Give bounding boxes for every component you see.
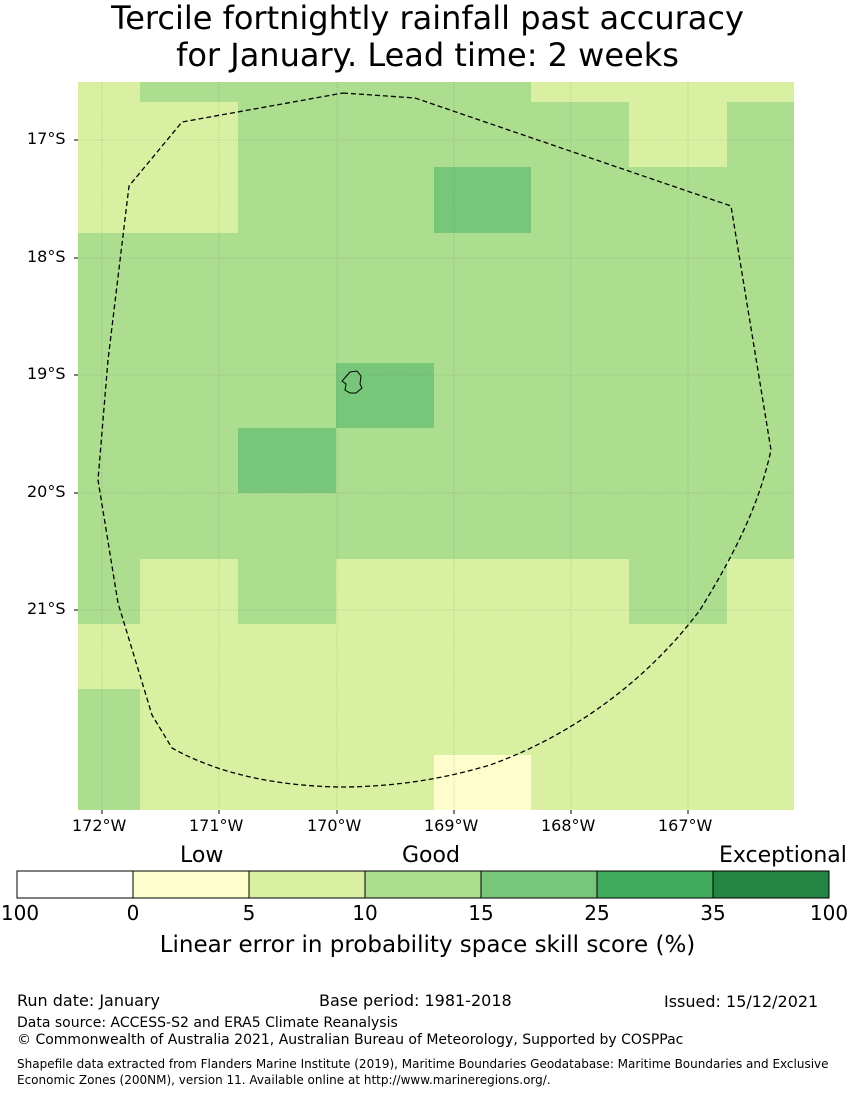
eez-boundary [97,92,772,788]
issued-date: Issued: 15/12/2021 [664,992,819,1011]
colorbar-category-good: Good [402,843,460,868]
grid-cell-band-5-10 [78,102,238,233]
lon-label-168w: 168°W [541,816,596,835]
lat-label-20s: 20°S [27,482,66,501]
lon-label-170w: 170°W [307,816,362,835]
colorbar-frame [16,870,830,899]
colorbar-swatch-15-25 [481,871,597,898]
grid-cell-band-15-25 [336,363,434,428]
map-title-line-1: Tercile fortnightly rainfall past accura… [111,0,744,37]
colorbar-swatch-35-100 [713,871,829,898]
colorbar-tick-label: 15 [468,901,494,925]
colorbar-tick-label: 5 [242,901,256,925]
colorbar-swatch-0-5 [133,871,249,898]
lat-label-17s: 17°S [27,129,66,148]
base-period: Base period: 1981-2018 [319,991,512,1010]
colorbar-tick-label: 10 [352,901,378,925]
colorbar-swatch-5-10 [249,871,365,898]
lat-label-21s: 21°S [27,599,66,618]
lon-label-167w: 167°W [658,816,713,835]
lon-label-169w: 169°W [424,816,479,835]
axis-ticks [74,139,689,814]
colorbar [16,870,830,899]
shapefile-credit-line-1: Shapefile data extracted from Flanders M… [17,1057,829,1071]
grid-cell-band-15-25 [434,167,531,233]
niue-island-outline [341,370,363,394]
grid-cell-band-0-5 [434,755,531,810]
colorbar-tick-label: 100 [809,901,849,925]
grid-cell-band-5-10 [140,559,238,624]
map-title-line-2: for January. Lead time: 2 weeks [176,36,679,74]
copyright-notice: © Commonwealth of Australia 2021, Austra… [17,1032,684,1048]
colorbar-title: Linear error in probability space skill … [159,932,696,958]
colorbar-swatch-25-35 [597,871,713,898]
grid-cell-band-5-10 [727,559,794,624]
lat-label-19s: 19°S [27,364,66,383]
lon-label-171w: 171°W [189,816,244,835]
grid-cell-band-5-10 [336,559,629,624]
graticule [78,82,794,810]
colorbar-tick-label: 100 [0,901,40,925]
shapefile-credit-line-2: Economic Zones (200NM), version 11. Avai… [17,1073,551,1087]
colorbar-tick-label: 35 [700,901,726,925]
grid-cell-band-5-10 [531,82,794,102]
colorbar-swatch-10-15 [365,871,481,898]
grid-cell-band-15-25 [238,428,336,493]
grid-cell-band-5-10 [629,102,727,167]
grid-cell-band-5-10 [78,624,794,689]
grid-cell-band-5-10 [78,82,140,102]
colorbar-tick-label: 25 [584,901,610,925]
colorbar-category-exceptional: Exceptional [719,843,847,868]
colorbar-category-low: Low [180,843,224,868]
colorbar-swatch-negative [17,871,133,898]
skill-grid [78,82,794,810]
data-source: Data source: ACCESS-S2 and ERA5 Climate … [17,1015,398,1031]
colorbar-tick-label: 0 [126,901,140,925]
run-date: Run date: January [17,991,160,1010]
lat-label-18s: 18°S [27,247,66,266]
lon-label-172w: 172°W [72,816,127,835]
